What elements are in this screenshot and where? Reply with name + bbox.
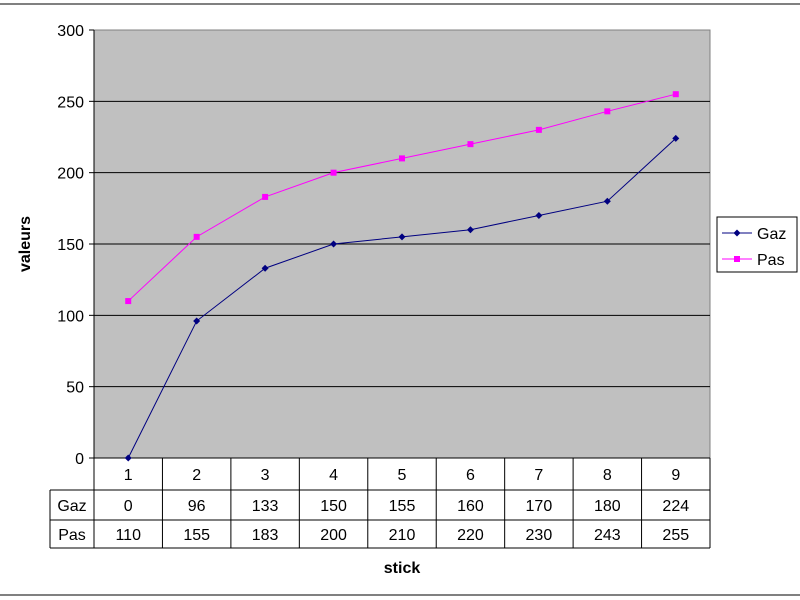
x-category-label: 9 bbox=[671, 467, 680, 484]
data-point bbox=[672, 91, 679, 98]
data-point bbox=[535, 211, 543, 219]
table-cell-value: 180 bbox=[594, 498, 621, 515]
y-tick-label: 150 bbox=[57, 237, 84, 254]
data-point bbox=[466, 226, 474, 234]
table-cell-value: 183 bbox=[252, 527, 279, 544]
legend-marker bbox=[734, 256, 740, 262]
table-cell-value: 160 bbox=[457, 498, 484, 515]
x-category-label: 4 bbox=[329, 467, 338, 484]
y-tick-label: 200 bbox=[57, 166, 84, 183]
data-point bbox=[261, 264, 269, 272]
table-cell-value: 243 bbox=[594, 527, 621, 544]
data-point bbox=[398, 233, 406, 241]
series-layer bbox=[124, 91, 680, 462]
data-point bbox=[125, 298, 132, 305]
data-point bbox=[124, 454, 132, 462]
y-tick-label: 50 bbox=[66, 380, 84, 397]
data-table-grid bbox=[49, 457, 711, 549]
x-axis-category-labels: 1 2 3 4 5 6 7 8 9 bbox=[124, 467, 681, 484]
data-point bbox=[672, 134, 680, 142]
y-axis-ticks: 0 50 100 150 200 250 300 bbox=[57, 23, 95, 468]
table-row-label: Pas bbox=[58, 527, 86, 544]
data-point bbox=[193, 317, 201, 325]
x-category-label: 5 bbox=[398, 467, 407, 484]
data-point bbox=[330, 240, 338, 248]
y-tick-label: 0 bbox=[75, 451, 84, 468]
data-point bbox=[193, 233, 200, 240]
y-axis-title: valeurs bbox=[17, 216, 34, 272]
data-point bbox=[535, 126, 542, 133]
data-point bbox=[467, 141, 474, 148]
y-tick-label: 250 bbox=[57, 94, 84, 111]
legend-label: Gaz bbox=[757, 226, 786, 243]
legend-label: Pas bbox=[757, 252, 785, 269]
x-category-label: 2 bbox=[192, 467, 201, 484]
table-cell-value: 155 bbox=[389, 498, 416, 515]
x-category-label: 3 bbox=[261, 467, 270, 484]
table-cell-value: 0 bbox=[124, 498, 133, 515]
legend-marker bbox=[733, 229, 741, 237]
y-tick-label: 300 bbox=[57, 23, 84, 40]
table-cell-value: 150 bbox=[320, 498, 347, 515]
data-point bbox=[399, 155, 405, 162]
legend: Gaz Pas bbox=[716, 216, 798, 273]
table-cell-value: 96 bbox=[188, 498, 206, 515]
x-category-label: 6 bbox=[466, 467, 475, 484]
legend-box bbox=[716, 216, 798, 273]
x-axis-title: stick bbox=[384, 560, 421, 577]
data-point bbox=[262, 193, 269, 200]
table-cell-value: 210 bbox=[389, 527, 416, 544]
table-cell-value: 110 bbox=[115, 527, 141, 544]
table-cell-value: 200 bbox=[320, 527, 347, 544]
table-cell-value: 230 bbox=[526, 527, 553, 544]
table-cell-value: 133 bbox=[252, 498, 279, 515]
table-cell-value: 220 bbox=[457, 527, 484, 544]
table-cell-value: 155 bbox=[183, 527, 210, 544]
x-category-label: 8 bbox=[603, 467, 612, 484]
data-point bbox=[330, 169, 337, 176]
y-tick-label: 100 bbox=[57, 308, 84, 325]
x-category-label: 7 bbox=[534, 467, 543, 484]
table-cell-value: 224 bbox=[662, 498, 689, 515]
table-cell-value: 255 bbox=[662, 527, 689, 544]
data-table-rows: Gaz 0 96 133 150 155 160 170 180 224 Pas 110 155 183 2… bbox=[57, 498, 689, 544]
table-cell-value: 170 bbox=[526, 498, 553, 515]
gridlines bbox=[94, 100, 710, 388]
table-row-label: Gaz bbox=[57, 498, 86, 515]
data-point bbox=[604, 108, 611, 115]
data-point bbox=[603, 197, 611, 205]
x-category-label: 1 bbox=[124, 467, 133, 484]
